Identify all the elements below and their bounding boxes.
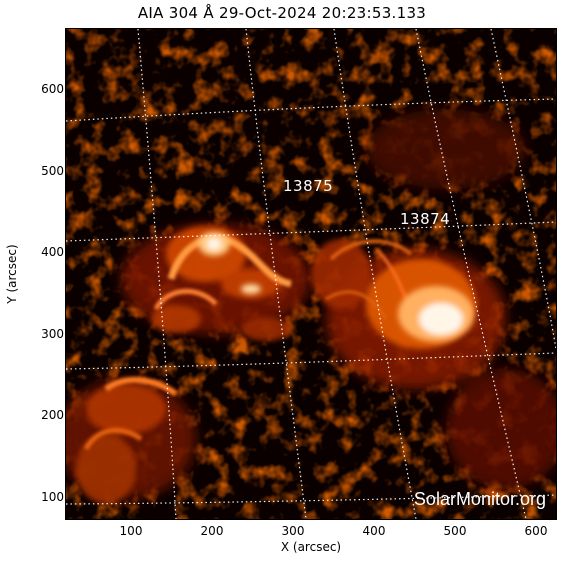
y-tick-label: 500 (41, 164, 64, 178)
y-tick-label: 400 (41, 245, 64, 259)
solar-image (66, 29, 556, 519)
flare-core (198, 232, 474, 342)
y-tick-label: 100 (41, 490, 64, 504)
y-tick-label: 200 (41, 408, 64, 422)
watermark-text: SolarMonitor.org (413, 489, 546, 509)
x-tick-label: 500 (443, 524, 467, 538)
region-label-13875: 13875 (283, 177, 334, 195)
x-tick-label: 600 (524, 524, 548, 538)
x-tick-label: 200 (200, 524, 224, 538)
y-axis-label: Y (arcsec) (5, 244, 19, 304)
region-label-13874: 13874 (400, 210, 451, 228)
heliographic-grid (66, 29, 556, 519)
y-tick-label: 600 (41, 82, 64, 96)
solar-image-frame: 13875 13874 SolarMonitor.org (65, 28, 557, 520)
image-title: AIA 304 Å 29-Oct-2024 20:23:53.133 (137, 4, 427, 22)
x-tick-label: 300 (281, 524, 305, 538)
x-axis-label: X (arcsec) (280, 540, 342, 554)
x-tick-label: 100 (119, 524, 143, 538)
x-tick-label: 400 (362, 524, 386, 538)
y-tick-label: 300 (41, 327, 64, 341)
